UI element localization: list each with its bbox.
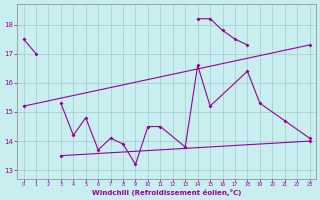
X-axis label: Windchill (Refroidissement éolien,°C): Windchill (Refroidissement éolien,°C) — [92, 189, 241, 196]
